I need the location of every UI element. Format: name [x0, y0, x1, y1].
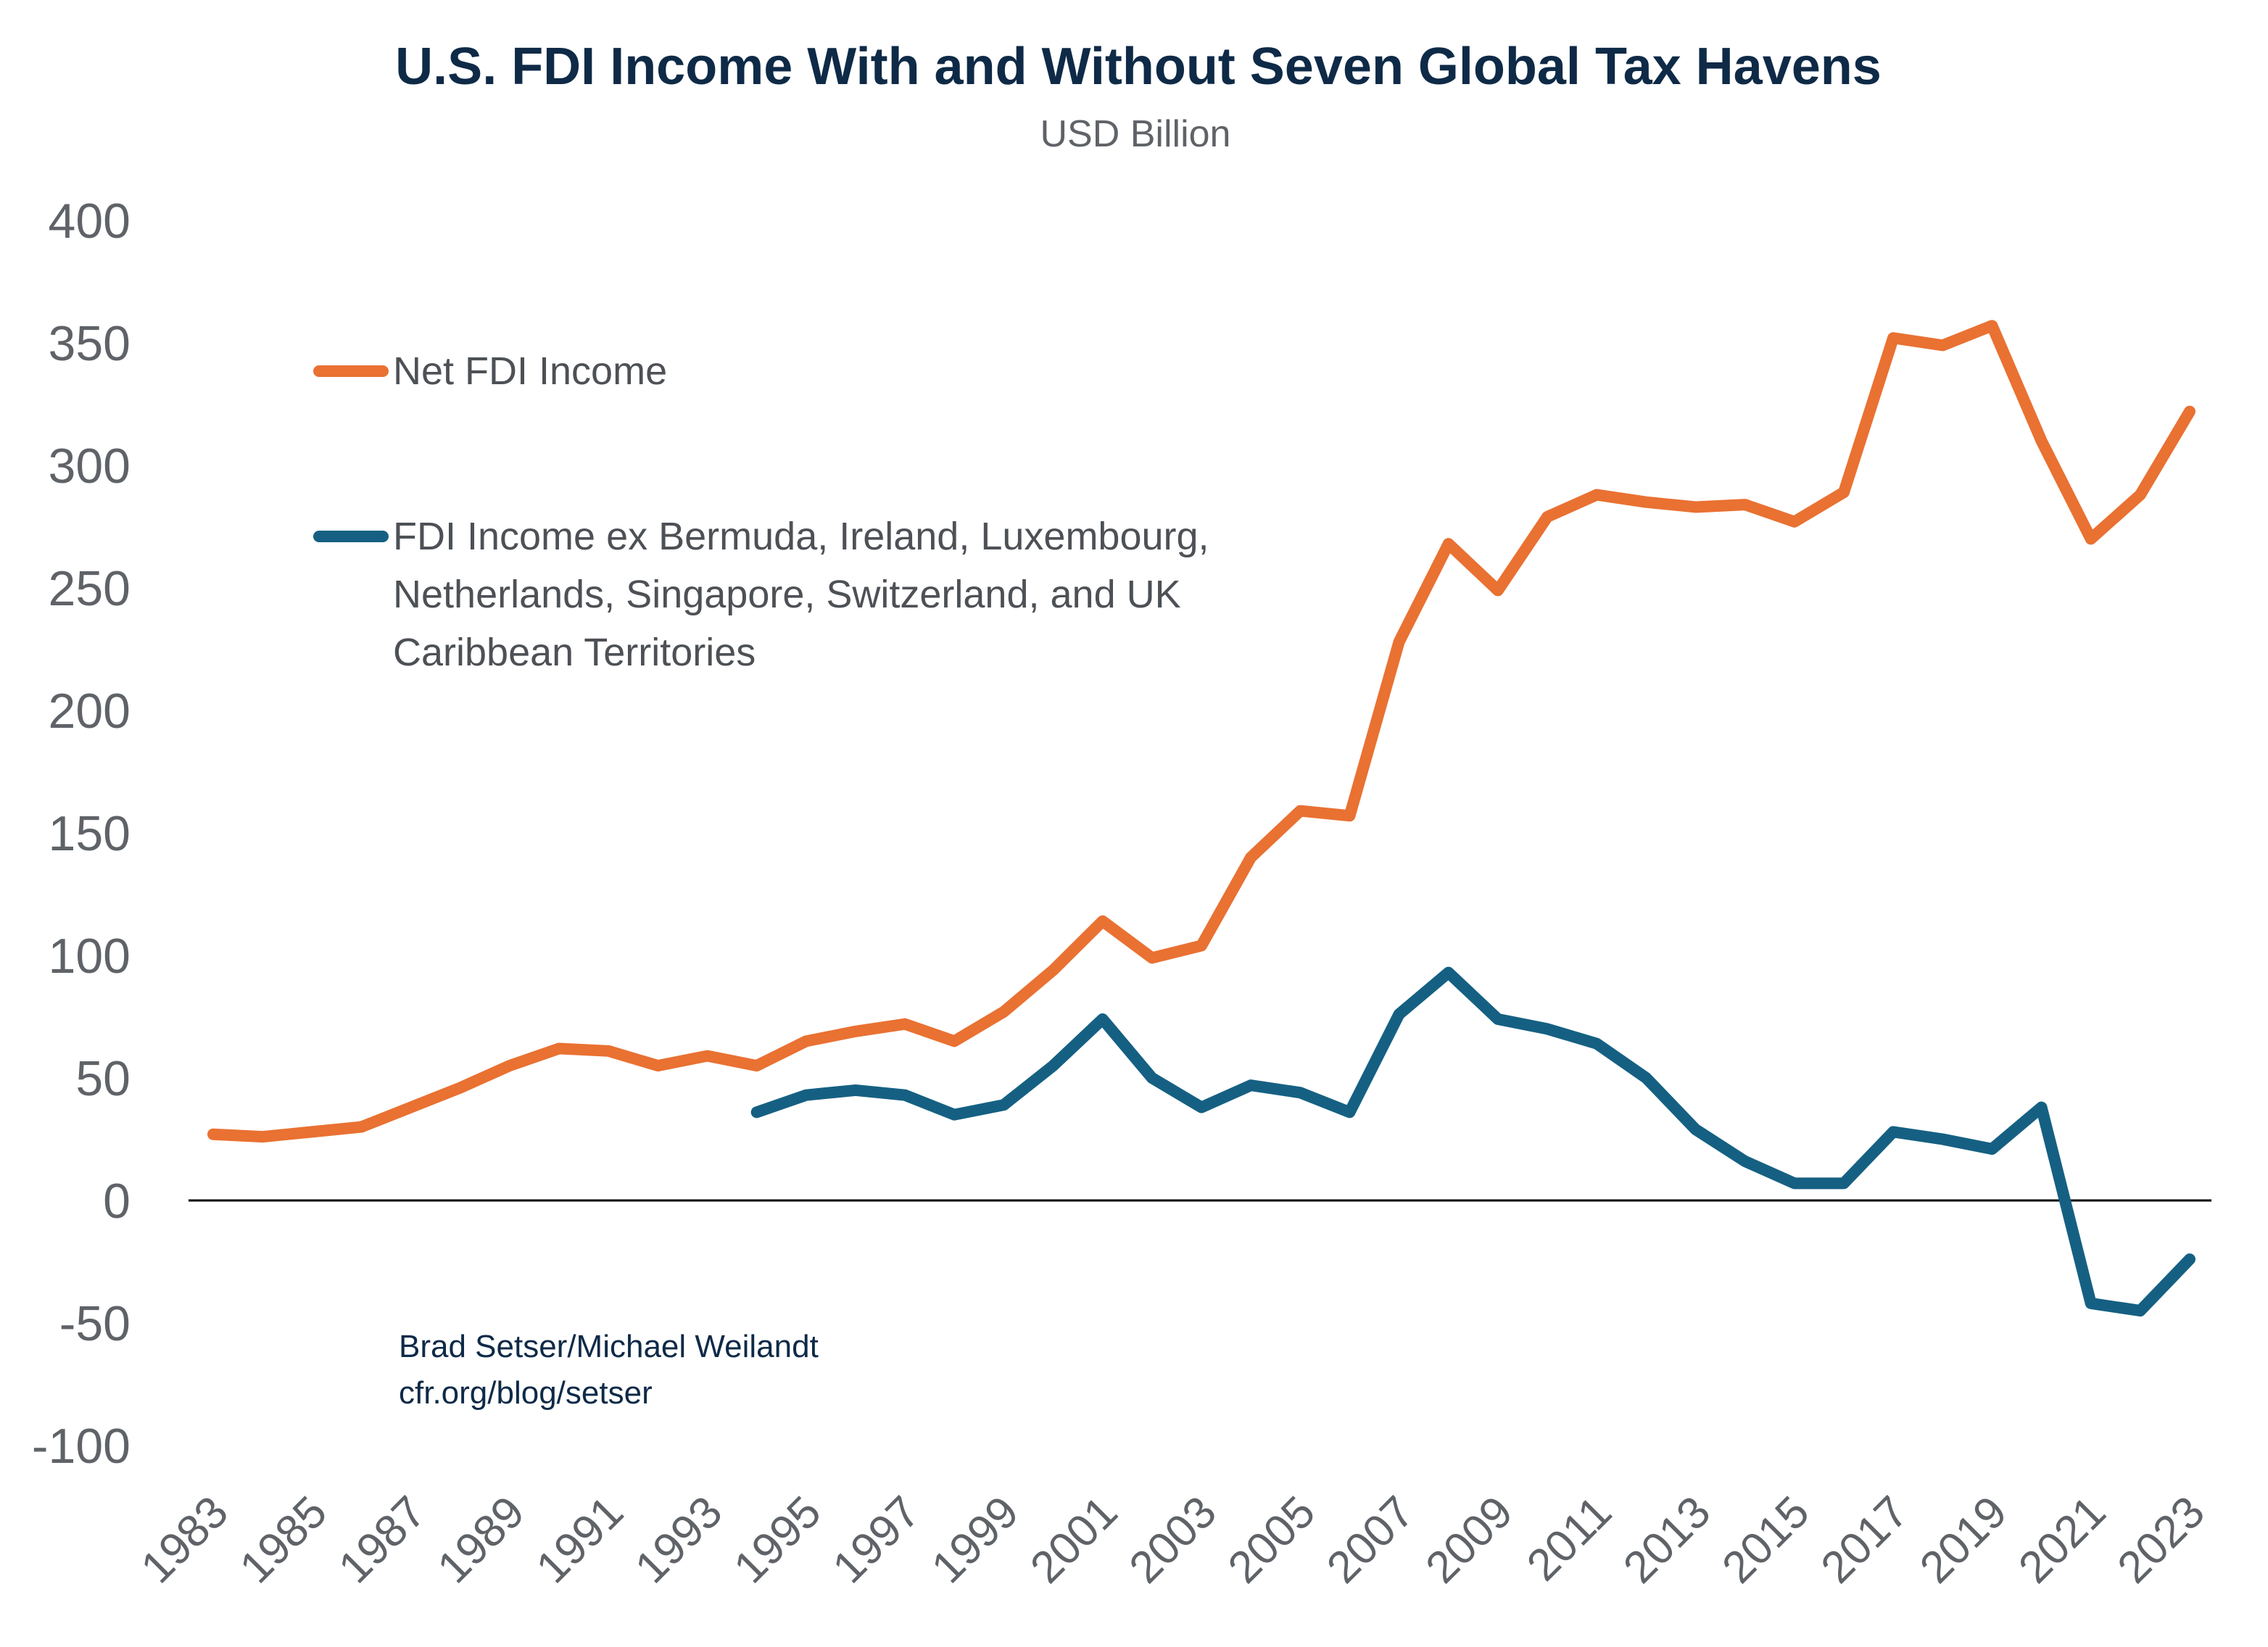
y-tick-label: 400: [49, 194, 131, 249]
x-tick-label: 2001: [1021, 1487, 1127, 1593]
legend-label-ex-1: FDI Income ex Bermuda, Ireland, Luxembou…: [393, 515, 1209, 558]
x-tick-label: 2011: [1518, 1487, 1621, 1590]
x-tick-label: 1989: [428, 1487, 534, 1593]
x-tick-label: 2017: [1812, 1487, 1918, 1593]
x-tick-label: 2013: [1614, 1487, 1720, 1593]
y-tick-label: 0: [103, 1174, 131, 1229]
y-tick-label: 100: [49, 929, 131, 984]
y-tick-label: -100: [32, 1419, 131, 1474]
chart-title: U.S. FDI Income With and Without Seven G…: [395, 38, 1882, 96]
legend-label-net: Net FDI Income: [393, 349, 667, 393]
legend-label-ex-3: Caribbean Territories: [393, 631, 756, 674]
chart-subtitle: USD Billion: [1040, 113, 1231, 155]
x-tick-label: 2023: [2108, 1487, 2214, 1593]
x-tick-label: 1983: [132, 1487, 238, 1593]
x-tick-label: 1985: [231, 1487, 336, 1593]
y-axis: 400 350 300 250 200 150 100 50 0 -50 -100: [32, 194, 131, 1474]
y-tick-label: 50: [75, 1051, 131, 1106]
x-tick-label: 2007: [1317, 1487, 1423, 1593]
x-axis: 1983198519871989199119931995199719992001…: [132, 1487, 2214, 1593]
y-tick-label: 150: [49, 806, 131, 861]
x-tick-label: 2009: [1416, 1487, 1522, 1593]
x-tick-label: 2021: [2009, 1487, 2115, 1593]
x-tick-label: 1999: [922, 1487, 1028, 1593]
y-tick-label: 250: [49, 561, 131, 616]
y-tick-label: 300: [49, 439, 131, 494]
series-line-net-fdi-income: [207, 320, 2195, 1143]
y-tick-label: -50: [59, 1296, 131, 1351]
plot-lines: [207, 320, 2195, 1317]
credit-url: cfr.org/blog/setser: [399, 1375, 653, 1411]
x-tick-label: 1997: [824, 1487, 930, 1593]
x-tick-label: 2005: [1219, 1487, 1325, 1593]
x-tick-label: 1991: [527, 1487, 633, 1593]
x-tick-label: 1995: [724, 1487, 830, 1593]
x-tick-label: 1993: [626, 1487, 732, 1593]
legend-label-ex-2: Netherlands, Singapore, Switzerland, and…: [393, 573, 1181, 616]
y-tick-label: 350: [49, 316, 131, 371]
x-tick-label: 2015: [1713, 1487, 1818, 1593]
x-tick-label: 2019: [1911, 1487, 2016, 1593]
y-tick-label: 200: [49, 684, 131, 739]
series-line-fdi-income-ex-havens: [750, 966, 2195, 1317]
credit-authors: Brad Setser/Michael Weilandt: [399, 1329, 819, 1364]
x-tick-label: 2003: [1120, 1487, 1226, 1593]
x-tick-label: 1987: [329, 1487, 435, 1593]
legend: Net FDI Income FDI Income ex Bermuda, Ir…: [313, 349, 1209, 674]
